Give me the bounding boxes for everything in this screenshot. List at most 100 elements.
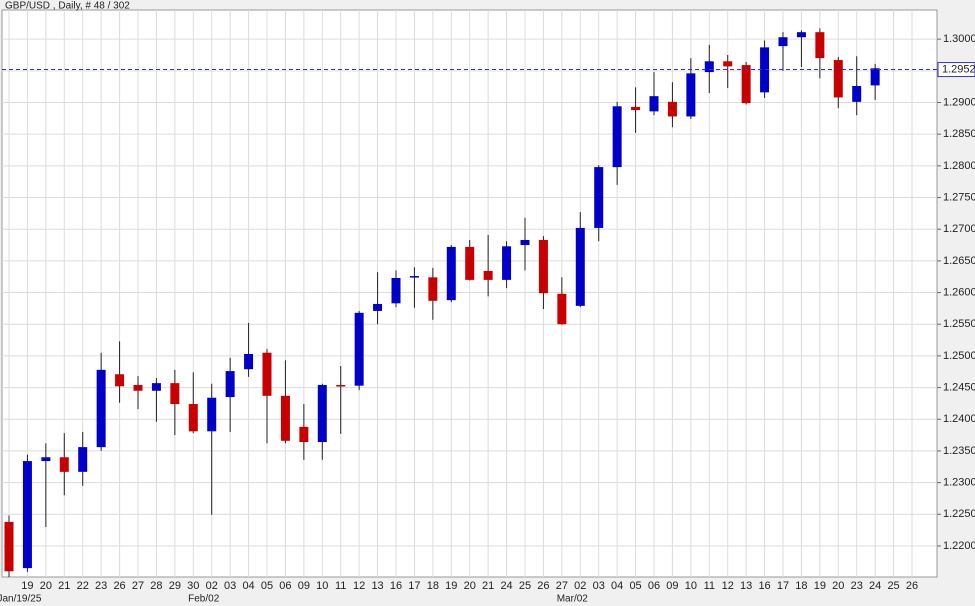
candle-body	[78, 447, 88, 472]
candle-body	[41, 457, 51, 462]
x-tick-label: 12	[722, 580, 734, 592]
candle-body	[336, 385, 346, 387]
candle-body	[207, 397, 217, 432]
x-tick-label: 09	[666, 580, 678, 592]
x-tick-label: 04	[242, 580, 254, 592]
candle-body	[391, 277, 401, 304]
y-tick-label: 1.2800	[943, 160, 975, 172]
y-tick-label: 1.3000	[943, 33, 975, 45]
x-tick-label: 23	[851, 580, 863, 592]
candle-body	[409, 276, 419, 278]
x-tick-label: 02	[574, 580, 586, 592]
candle-body	[115, 374, 125, 387]
x-tick-label: 18	[427, 580, 439, 592]
y-tick-label: 1.2650	[943, 255, 975, 267]
last-price-box	[937, 62, 975, 78]
period-label: Mar/02	[557, 594, 589, 605]
candle-body	[299, 426, 309, 443]
candle-body	[4, 521, 14, 572]
x-tick-label: 06	[279, 580, 291, 592]
y-tick-label: 1.2700	[943, 223, 975, 235]
x-tick-label: 16	[390, 580, 402, 592]
candle-body	[704, 61, 714, 73]
x-tick-label: 13	[371, 580, 383, 592]
x-tick-label: 30	[187, 580, 199, 592]
candle-body	[723, 61, 733, 67]
x-tick-label: 26	[113, 580, 125, 592]
y-tick-label: 1.2400	[943, 413, 975, 425]
candle-body	[59, 457, 69, 472]
candle-body	[225, 371, 235, 398]
labels: 1.2200 1.2250 1.2300 1.2350 1.2400 1.2450 1.25…	[0, 33, 975, 605]
candle-body	[870, 68, 880, 86]
y-tick-label: 1.2450	[943, 381, 975, 393]
candle-body	[686, 73, 696, 117]
candle-body	[280, 395, 290, 441]
x-tick-label: 23	[95, 580, 107, 592]
candle-body	[649, 96, 659, 112]
x-tick-label: 17	[777, 580, 789, 592]
x-tick-label: 18	[795, 580, 807, 592]
y-tick-label: 1.2550	[943, 318, 975, 330]
candle-body	[796, 32, 806, 38]
x-tick-label: 17	[408, 580, 420, 592]
candle-body	[354, 312, 364, 386]
x-tick-label: 19	[814, 580, 826, 592]
x-tick-label: 11	[704, 580, 715, 592]
y-tick-label: 1.2900	[943, 96, 975, 108]
y-tick-label: 1.2600	[943, 286, 975, 298]
candle-body	[502, 246, 512, 280]
period-label: Feb/02	[188, 594, 220, 605]
x-tick-label: 24	[869, 580, 881, 592]
candle-body	[465, 246, 475, 280]
candle-body	[22, 461, 32, 569]
y-tick-label: 1.2750	[943, 191, 975, 203]
candle-body	[760, 47, 770, 93]
candle-body	[151, 383, 161, 391]
x-tick-label: 20	[832, 580, 844, 592]
x-tick-label: 03	[593, 580, 605, 592]
x-tick-label: 11	[335, 580, 346, 592]
x-tick-label: 20	[40, 580, 52, 592]
x-tick-label: 03	[224, 580, 236, 592]
candle-body	[244, 354, 254, 370]
y-tick-label: 1.2300	[943, 477, 975, 489]
period-label: Jan/19/25	[0, 594, 42, 605]
x-tick-label: 19	[445, 580, 457, 592]
y-tick-label: 1.2200	[943, 540, 975, 552]
y-tick-label: 1.2250	[943, 508, 975, 520]
candles	[2, 28, 937, 577]
candle-body	[133, 385, 143, 391]
x-tick-label: 25	[887, 580, 899, 592]
x-tick-label: 16	[758, 580, 770, 592]
x-tick-label: 02	[206, 580, 218, 592]
candle-body	[170, 383, 180, 405]
candle-body	[262, 352, 272, 396]
candle-body	[612, 106, 622, 168]
x-tick-label: 29	[169, 580, 181, 592]
candle-body	[373, 303, 383, 311]
candle-body	[852, 86, 862, 102]
x-tick-label: 10	[685, 580, 697, 592]
candle-body	[96, 369, 106, 448]
last-price-label: 1.2952	[942, 63, 975, 75]
x-tick-label: 05	[629, 580, 641, 592]
x-tick-label: 19	[21, 580, 33, 592]
candle-body	[188, 404, 198, 432]
candle-body	[631, 106, 641, 111]
x-tick-label: 12	[353, 580, 365, 592]
candle-body	[815, 32, 825, 59]
y-tick-label: 1.2850	[943, 128, 975, 140]
x-tick-label: 13	[740, 580, 752, 592]
x-tick-label: 26	[906, 580, 918, 592]
x-tick-label: 09	[298, 580, 310, 592]
chart-title: GBP/USD , Daily, # 48 / 302	[5, 1, 130, 12]
x-tick-label: 04	[611, 580, 623, 592]
x-tick-label: 25	[519, 580, 531, 592]
x-tick-label: 10	[316, 580, 328, 592]
candle-body	[594, 167, 604, 228]
candle-body	[833, 60, 843, 98]
x-tick-label: 27	[132, 580, 144, 592]
candle-body	[557, 293, 567, 325]
x-tick-label: 24	[500, 580, 512, 592]
